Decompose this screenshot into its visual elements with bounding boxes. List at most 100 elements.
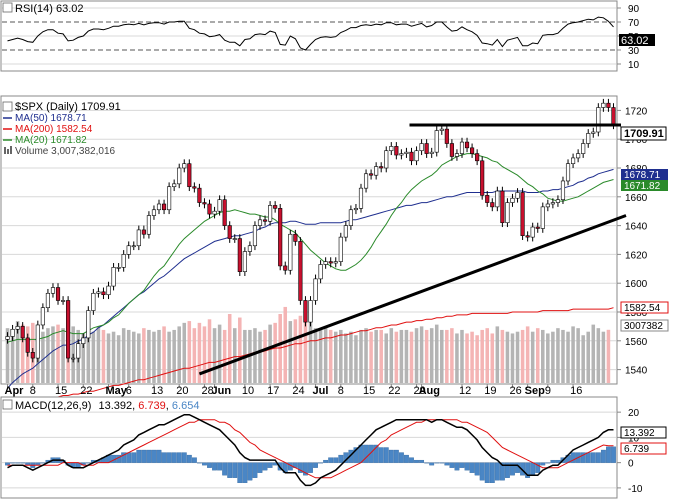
signal-value-box xyxy=(620,442,667,455)
candle xyxy=(207,203,212,215)
x-tick-label: 22 xyxy=(388,385,400,397)
macd-histogram xyxy=(5,444,616,483)
macd-panel: MACD(12,26,9) 13.392, 6.739, 6.654 20 10 0… xyxy=(0,396,667,499)
candle xyxy=(555,199,560,203)
macd-histogram-bar xyxy=(383,447,389,463)
volume-bar xyxy=(530,331,535,383)
volume-bar xyxy=(535,328,540,383)
volume-bar xyxy=(470,331,474,383)
candle xyxy=(470,147,475,154)
volume-bar xyxy=(263,329,267,383)
volume-bar xyxy=(369,331,373,383)
candle xyxy=(187,163,192,188)
volume-bar xyxy=(96,326,101,383)
macd-histogram-bar xyxy=(202,462,207,466)
volume-bar xyxy=(323,326,328,383)
volume-bar xyxy=(480,329,484,383)
candle xyxy=(227,225,232,239)
macd-histogram-bar xyxy=(444,462,450,466)
macd-histogram-bar xyxy=(262,462,268,471)
macd-histogram-bar xyxy=(580,452,586,463)
candle xyxy=(177,167,182,185)
macd-signal-line xyxy=(7,419,614,479)
volume-bar xyxy=(359,329,363,383)
ma200-legend: MA(200) 1582.54 xyxy=(15,124,93,135)
macd-histogram-bar xyxy=(186,454,192,463)
last-price-label: 1709.91 xyxy=(624,128,664,140)
price-panel: $SPX (Daily) 1709.91 MA(50) 1678.71 MA(2… xyxy=(0,95,669,409)
price-legend-title: $SPX (Daily) 1709.91 xyxy=(15,101,121,113)
macd-histogram-bar xyxy=(318,462,324,464)
candle xyxy=(111,267,116,287)
candle xyxy=(414,150,419,162)
volume-bar xyxy=(15,321,20,383)
candle xyxy=(101,291,106,296)
macd-histogram-bar xyxy=(404,454,409,463)
volume-bar xyxy=(111,331,116,383)
candle xyxy=(374,166,379,176)
candle xyxy=(10,328,15,337)
candle xyxy=(283,265,288,271)
macd-histogram-bar xyxy=(505,462,510,478)
candle xyxy=(328,261,333,264)
volume-bar xyxy=(581,335,585,383)
candle xyxy=(308,300,313,323)
candle xyxy=(490,202,495,208)
candle xyxy=(20,326,25,339)
volume-bar xyxy=(586,331,590,383)
volume-bar xyxy=(374,329,378,383)
candle xyxy=(222,199,227,226)
x-tick-label: 15 xyxy=(363,385,375,397)
macd-value-label: 13.392 xyxy=(624,428,655,439)
candle xyxy=(313,278,318,301)
x-tick-label: Jun xyxy=(212,385,232,397)
candle xyxy=(384,150,389,169)
price-axis-ticks: 1720170016801660164016201600158015601540 xyxy=(617,106,648,377)
volume-bar xyxy=(253,328,257,383)
x-tick-label: 20 xyxy=(176,385,188,397)
ma200-value-box xyxy=(620,301,669,314)
macd-histogram-bar xyxy=(267,462,273,468)
x-tick-label: Sep xyxy=(525,385,545,397)
volume-bar xyxy=(268,324,272,383)
candle xyxy=(167,186,172,211)
candle xyxy=(399,153,404,156)
candle xyxy=(454,153,460,157)
candle xyxy=(288,233,293,271)
volume-bar xyxy=(333,331,338,383)
volume-bar xyxy=(505,331,510,383)
rsi-grid xyxy=(2,7,616,65)
candle xyxy=(444,128,449,144)
macd-histogram-bar xyxy=(570,452,576,463)
volume-bar xyxy=(379,329,383,383)
macd-histogram-bar xyxy=(217,462,223,471)
ma20-value-label: 1671.82 xyxy=(624,181,661,192)
volume-bar xyxy=(167,331,171,383)
macd-histogram-bar xyxy=(15,462,21,464)
volume-bar xyxy=(541,329,545,383)
x-tick-label: 26 xyxy=(509,385,521,397)
rsi-legend: RSI(14) 63.02 xyxy=(15,3,83,15)
volume-bar xyxy=(41,331,45,383)
candle xyxy=(146,215,151,235)
candle xyxy=(96,291,101,294)
volume-bar xyxy=(187,321,192,383)
x-tick-label: 28 xyxy=(201,385,213,397)
candle xyxy=(576,153,581,159)
candle xyxy=(480,160,485,196)
macd-histogram-bar xyxy=(333,457,339,463)
candle xyxy=(591,131,596,134)
candle xyxy=(581,143,586,154)
volume-bar xyxy=(162,326,166,383)
volume-bar xyxy=(465,333,469,383)
volume-bar xyxy=(283,306,288,383)
macd-histogram-bar xyxy=(161,452,167,463)
candle xyxy=(76,343,81,359)
x-tick-label: 12 xyxy=(459,385,471,397)
volume-bar xyxy=(571,326,575,383)
volume-bar xyxy=(576,328,580,383)
macd-histogram-bar xyxy=(237,462,243,483)
volume-bar xyxy=(455,333,459,383)
candle xyxy=(611,107,616,126)
